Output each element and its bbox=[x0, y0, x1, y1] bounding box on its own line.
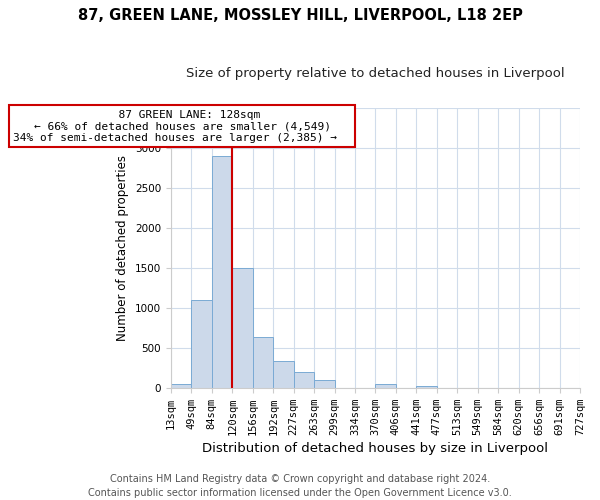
X-axis label: Distribution of detached houses by size in Liverpool: Distribution of detached houses by size … bbox=[202, 442, 548, 455]
Bar bbox=[416, 386, 437, 388]
Bar bbox=[253, 336, 273, 388]
Bar bbox=[314, 380, 335, 388]
Bar bbox=[191, 300, 212, 388]
Text: 87, GREEN LANE, MOSSLEY HILL, LIVERPOOL, L18 2EP: 87, GREEN LANE, MOSSLEY HILL, LIVERPOOL,… bbox=[77, 8, 523, 22]
Text: Contains HM Land Registry data © Crown copyright and database right 2024.
Contai: Contains HM Land Registry data © Crown c… bbox=[88, 474, 512, 498]
Bar bbox=[273, 362, 293, 388]
Bar bbox=[376, 384, 396, 388]
Bar bbox=[212, 156, 232, 388]
Bar bbox=[293, 372, 314, 388]
Bar bbox=[232, 268, 253, 388]
Bar bbox=[171, 384, 191, 388]
Title: Size of property relative to detached houses in Liverpool: Size of property relative to detached ho… bbox=[186, 68, 565, 80]
Text: 87 GREEN LANE: 128sqm
← 66% of detached houses are smaller (4,549)
34% of semi-d: 87 GREEN LANE: 128sqm ← 66% of detached … bbox=[13, 110, 351, 143]
Y-axis label: Number of detached properties: Number of detached properties bbox=[116, 155, 130, 341]
